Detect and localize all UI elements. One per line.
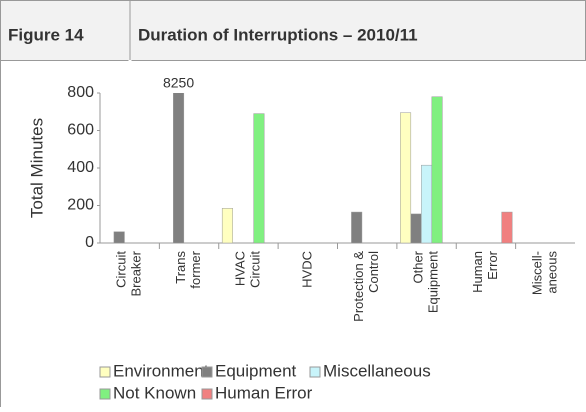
bar xyxy=(173,93,185,244)
y-tick-label: 0 xyxy=(85,234,94,251)
y-tick-label: 600 xyxy=(67,122,94,139)
y-axis-title: Total Minutes xyxy=(27,118,46,218)
x-tick-label-line: Trans xyxy=(174,251,189,284)
x-tick-label-line: Error xyxy=(485,250,500,280)
bar xyxy=(410,213,422,244)
legend-swatch xyxy=(99,366,111,378)
legend-label: Human Error xyxy=(215,383,313,402)
bar xyxy=(400,112,412,244)
x-tick-label: Transformer xyxy=(174,250,204,288)
x-tick-label: HumanError xyxy=(470,250,500,293)
y-tick-label: 400 xyxy=(67,159,94,176)
legend-label: Not Known xyxy=(113,383,196,402)
x-tick-label-line: aneous xyxy=(545,251,560,294)
plot-area xyxy=(113,93,513,244)
x-tick-label: HVACCircuit xyxy=(233,251,263,288)
x-tick-label-line: former xyxy=(189,250,204,288)
figure-label: Figure 14 xyxy=(8,25,84,44)
bar xyxy=(431,96,443,244)
x-tick-label-line: Miscell- xyxy=(530,251,545,295)
value-label: 8250 xyxy=(163,75,194,91)
x-tick-label-line: Control xyxy=(367,251,382,293)
legend-label: Miscellaneous xyxy=(323,361,431,380)
legend-swatch xyxy=(201,388,213,400)
bar xyxy=(421,164,433,244)
legend-label: Environment xyxy=(113,361,209,380)
x-tick-label-line: Other xyxy=(411,250,426,283)
x-tick-label: HVDC xyxy=(299,251,314,288)
x-tick-label-line: Equipment xyxy=(426,251,441,314)
x-tick-label-line: Circuit xyxy=(114,251,129,288)
x-tick-label-line: Protection & xyxy=(352,251,367,322)
legend-swatch xyxy=(99,388,111,400)
x-tick-label-line: HVAC xyxy=(233,251,248,286)
bar xyxy=(253,113,265,244)
y-tick-label: 200 xyxy=(67,197,94,214)
legend-label: Equipment xyxy=(215,361,297,380)
x-tick-label: Miscell-aneous xyxy=(530,251,560,296)
bar xyxy=(113,231,125,244)
y-tick-label: 800 xyxy=(67,84,94,101)
header-box xyxy=(0,0,586,61)
x-tick-label-line: Human xyxy=(470,251,485,293)
x-tick-label-line: Circuit xyxy=(248,251,263,288)
bar xyxy=(351,211,363,244)
legend-swatch xyxy=(309,366,321,378)
bar xyxy=(221,208,233,244)
x-tick-label: CircuitBreaker xyxy=(114,250,144,296)
bar xyxy=(501,211,513,244)
chart-title: Duration of Interruptions – 2010/11 xyxy=(138,25,418,44)
x-tick-label: OtherEquipment xyxy=(411,250,441,313)
x-tick-label-line: Breaker xyxy=(129,250,144,296)
x-tick-label: Protection &Control xyxy=(352,251,382,322)
legend-swatch xyxy=(201,366,213,378)
